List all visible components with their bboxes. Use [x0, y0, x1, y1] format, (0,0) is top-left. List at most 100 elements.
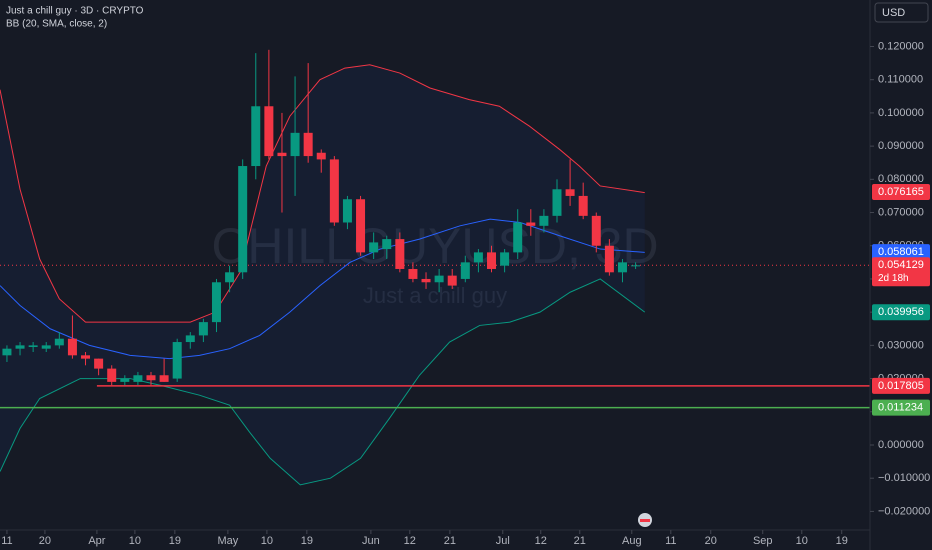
x-tick-label: Jun [362, 535, 380, 547]
x-tick-label: 10 [129, 535, 141, 547]
y-tick-label: 0.070000 [878, 206, 924, 218]
candle-body [421, 278, 431, 283]
x-tick-label: 19 [301, 535, 313, 547]
candle-body [41, 345, 51, 349]
x-tick-label: 20 [705, 535, 717, 547]
candle-body [604, 245, 614, 273]
candle-body [54, 338, 64, 346]
x-tick-label: 20 [39, 535, 51, 547]
candle-body [94, 358, 104, 369]
candle-body [107, 368, 117, 382]
price-label-box [872, 377, 930, 394]
candle-body [382, 239, 392, 250]
candle-body [303, 132, 313, 157]
y-tick-label: 0.080000 [878, 173, 924, 185]
candle-body [15, 345, 25, 349]
x-tick-label: Jul [496, 535, 510, 547]
candle-body [526, 222, 536, 226]
y-tick-label: −0.010000 [878, 472, 930, 484]
candle-body [369, 242, 379, 253]
price-label: 0.039956 [878, 306, 924, 318]
band-line [0, 218, 645, 360]
candle-body [67, 338, 77, 356]
candle-body [251, 106, 261, 167]
x-tick-label: Aug [622, 535, 642, 547]
candle-body [447, 275, 457, 286]
candle-body [500, 252, 510, 266]
band-line [0, 278, 646, 486]
candle-body [264, 106, 274, 157]
x-tick-label: 21 [574, 535, 586, 547]
last-price-box [872, 257, 930, 287]
candle-body [120, 378, 130, 382]
indicator-title: BB (20, SMA, close, 2) [6, 19, 107, 30]
candle-body [591, 215, 601, 246]
y-tick-label: 0.030000 [878, 339, 924, 351]
y-tick-label: −0.020000 [878, 505, 930, 517]
plot [0, 49, 870, 486]
candle-body [487, 252, 497, 269]
currency-label[interactable]: USD [882, 7, 905, 19]
y-tick-label: 0.120000 [878, 40, 924, 52]
candle-body [2, 348, 12, 356]
candle-body [356, 199, 366, 253]
price-label: 0.011234 [878, 402, 923, 414]
candle-body [277, 152, 287, 157]
candle-body [434, 275, 444, 283]
x-tick-label: 10 [796, 535, 808, 547]
events-icon[interactable] [638, 513, 652, 527]
event-flag-stripe [640, 519, 650, 522]
band-line [0, 64, 645, 323]
price-label-box [872, 184, 930, 201]
last-price-label: 0.054129 [878, 259, 924, 271]
price-label-box [872, 244, 930, 261]
candle-body [460, 262, 470, 279]
x-tick-label: 21 [444, 535, 456, 547]
candle-body [238, 166, 248, 273]
candle-body [395, 239, 405, 269]
candle-body [342, 199, 352, 223]
candle-body [290, 132, 300, 157]
candle-body [316, 152, 326, 160]
candle-body [225, 272, 235, 283]
candle-body [159, 375, 169, 382]
candle-body [172, 342, 182, 379]
x-tick-label: 12 [404, 535, 416, 547]
watermark-sub: Just a chill guy [363, 283, 507, 308]
countdown-label: 2d 18h [878, 273, 909, 284]
candle-body [473, 252, 483, 263]
candle-body [539, 215, 549, 226]
candle-body [578, 195, 588, 216]
candle-body [617, 262, 627, 273]
y-tick-label: 0.100000 [878, 107, 924, 119]
currency-button[interactable] [874, 2, 929, 23]
y-tick-label: 0.110000 [878, 74, 923, 86]
candle-body [185, 335, 195, 343]
symbol-title: Just a chill guy · 3D · CRYPTO [6, 6, 144, 17]
candle-body [211, 282, 221, 323]
candle-body [552, 189, 562, 216]
candle-body [329, 159, 339, 223]
candle-body [146, 375, 156, 381]
price-label-box [872, 304, 930, 321]
candle-body [81, 355, 91, 359]
x-tick-label: 10 [261, 535, 273, 547]
y-tick-label: 0.090000 [878, 140, 924, 152]
y-tick-label: 0.000000 [878, 439, 924, 451]
candle-body [513, 222, 523, 253]
price-label: 0.058061 [878, 246, 924, 258]
candle-body [198, 322, 208, 336]
price-label: 0.017805 [878, 380, 924, 392]
x-tick-label: May [217, 535, 238, 547]
x-tick-label: 12 [535, 535, 547, 547]
price-label-box [872, 399, 930, 416]
price-label: 0.076165 [878, 186, 924, 198]
x-tick-label: 19 [836, 535, 848, 547]
x-tick-label: 19 [169, 535, 181, 547]
candle-body [408, 268, 418, 279]
x-tick-label: 11 [665, 535, 676, 547]
candle-body [631, 265, 641, 267]
x-tick-label: 11 [1, 535, 12, 547]
